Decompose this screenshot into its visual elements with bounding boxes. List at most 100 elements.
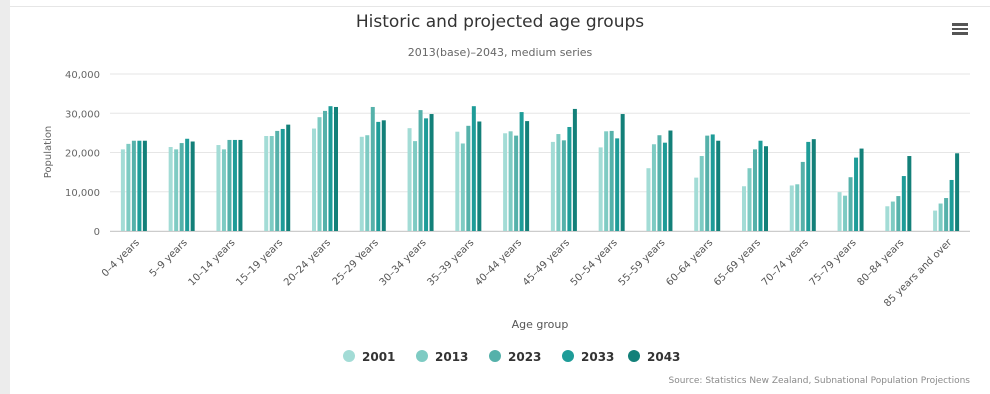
bar[interactable]: [747, 168, 752, 231]
bar[interactable]: [742, 186, 746, 231]
bar[interactable]: [126, 143, 131, 231]
bar[interactable]: [556, 134, 561, 231]
bar[interactable]: [620, 114, 625, 231]
bar[interactable]: [789, 185, 794, 231]
bar[interactable]: [376, 121, 381, 231]
bar[interactable]: [471, 106, 476, 231]
source-credit[interactable]: Source: Statistics New Zealand, Subnatio…: [668, 376, 970, 386]
bar[interactable]: [455, 131, 460, 231]
legend-item[interactable]: 2001: [343, 350, 395, 364]
bar[interactable]: [131, 140, 136, 231]
bar[interactable]: [764, 146, 768, 231]
bar[interactable]: [334, 106, 338, 231]
bar[interactable]: [662, 142, 667, 231]
bar[interactable]: [525, 121, 530, 231]
bar[interactable]: [190, 141, 195, 231]
bar[interactable]: [238, 139, 243, 231]
bar[interactable]: [795, 184, 800, 231]
legend-item[interactable]: 2033: [562, 350, 614, 364]
bar[interactable]: [286, 124, 291, 231]
hamburger-menu-icon[interactable]: [948, 20, 972, 40]
bar[interactable]: [753, 149, 757, 231]
x-tick-label: 10–14 years: [187, 237, 238, 288]
bar[interactable]: [359, 136, 364, 231]
bar[interactable]: [269, 136, 274, 231]
bar[interactable]: [466, 125, 471, 231]
bar[interactable]: [460, 143, 465, 231]
bar[interactable]: [137, 140, 142, 231]
bar[interactable]: [848, 177, 853, 231]
bar[interactable]: [264, 136, 269, 231]
bar[interactable]: [938, 203, 943, 231]
bar[interactable]: [227, 139, 232, 231]
y-tick-label: 0: [94, 227, 100, 238]
bar[interactable]: [185, 138, 190, 231]
bar[interactable]: [174, 149, 179, 231]
legend-item[interactable]: 2043: [628, 350, 680, 364]
bar[interactable]: [705, 135, 710, 231]
bar[interactable]: [710, 134, 715, 231]
bar[interactable]: [561, 140, 566, 231]
bar[interactable]: [370, 106, 375, 231]
bar[interactable]: [424, 118, 429, 231]
legend-item[interactable]: 2013: [416, 350, 468, 364]
bar[interactable]: [365, 135, 370, 231]
bar[interactable]: [896, 196, 901, 231]
bar[interactable]: [609, 130, 614, 231]
bar[interactable]: [955, 153, 960, 231]
bar[interactable]: [514, 135, 519, 231]
bar[interactable]: [221, 149, 226, 231]
bar[interactable]: [572, 108, 577, 231]
bar[interactable]: [890, 201, 895, 231]
bar[interactable]: [944, 198, 949, 231]
bar[interactable]: [328, 106, 333, 231]
bar[interactable]: [280, 128, 285, 231]
x-tick-label: 15–19 years: [234, 237, 285, 288]
bar[interactable]: [232, 139, 237, 231]
bar[interactable]: [668, 130, 673, 231]
bar[interactable]: [933, 210, 938, 231]
bar[interactable]: [120, 149, 125, 231]
bar[interactable]: [429, 114, 434, 231]
bar[interactable]: [503, 133, 508, 231]
bar[interactable]: [885, 206, 890, 231]
bar[interactable]: [275, 130, 280, 231]
bar[interactable]: [407, 128, 412, 231]
legend-item[interactable]: 2023: [489, 350, 541, 364]
bar[interactable]: [854, 157, 859, 231]
bar[interactable]: [646, 168, 651, 231]
bar[interactable]: [317, 117, 322, 231]
bar[interactable]: [418, 110, 423, 231]
bar[interactable]: [716, 140, 721, 231]
bar[interactable]: [550, 141, 555, 231]
bar[interactable]: [800, 161, 805, 231]
bar[interactable]: [179, 143, 184, 231]
bar[interactable]: [694, 177, 699, 231]
bar[interactable]: [811, 139, 816, 231]
bar[interactable]: [651, 144, 656, 231]
bar[interactable]: [907, 156, 912, 231]
bar[interactable]: [413, 141, 418, 231]
bar[interactable]: [477, 121, 482, 231]
bar[interactable]: [699, 156, 704, 231]
bar[interactable]: [598, 147, 603, 231]
bar[interactable]: [168, 147, 173, 231]
bar[interactable]: [859, 148, 864, 231]
bar[interactable]: [216, 145, 221, 231]
bar[interactable]: [323, 110, 327, 231]
bar[interactable]: [837, 192, 842, 231]
bar[interactable]: [615, 138, 620, 231]
bar[interactable]: [758, 140, 763, 231]
bar[interactable]: [508, 131, 513, 231]
bar[interactable]: [949, 179, 954, 231]
bar[interactable]: [604, 131, 609, 231]
bar[interactable]: [381, 120, 386, 231]
bar[interactable]: [142, 140, 147, 231]
bar[interactable]: [567, 126, 572, 231]
bar[interactable]: [312, 128, 316, 231]
bar[interactable]: [519, 112, 524, 231]
bar[interactable]: [843, 195, 848, 231]
bar[interactable]: [657, 135, 662, 231]
bar[interactable]: [901, 176, 906, 231]
bar[interactable]: [806, 141, 811, 231]
